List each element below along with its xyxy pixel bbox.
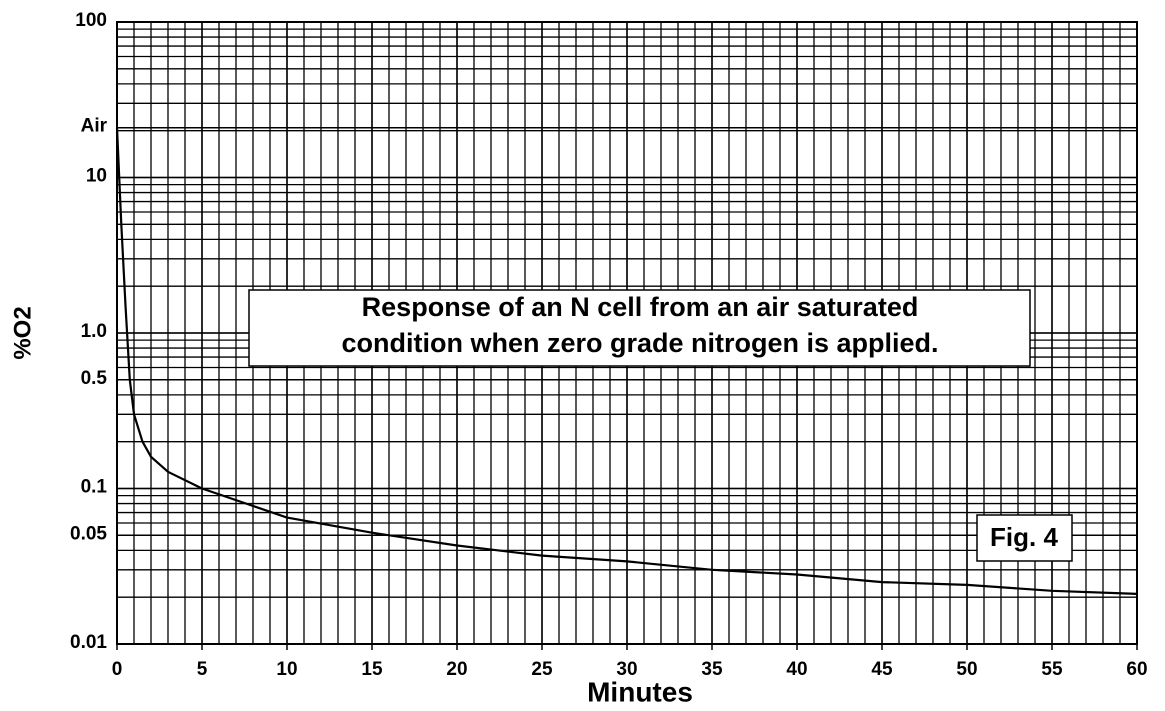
annotation-box [248, 289, 1031, 367]
x-tick-label: 30 [616, 659, 637, 680]
x-tick-label: 35 [701, 659, 723, 680]
x-tick-label: 15 [361, 659, 383, 680]
y-tick-label: Air [81, 116, 108, 137]
figure-label: Fig. 4 [990, 522, 1058, 552]
x-tick-label: 60 [1126, 659, 1147, 680]
x-axis-label: Minutes [587, 676, 693, 707]
y-axis-label: %O2 [9, 306, 36, 359]
plot-frame [116, 21, 1138, 645]
x-tick-label: 5 [197, 659, 208, 680]
x-tick-label: 20 [446, 659, 467, 680]
x-tick-label: 10 [276, 659, 297, 680]
y-tick-label: 0.01 [70, 632, 107, 653]
y-tick-label: 10 [86, 166, 107, 187]
y-tick-label: 0.1 [81, 477, 108, 498]
annotation-text: condition when zero grade nitrogen is ap… [341, 328, 938, 358]
y-tick-label: 100 [75, 10, 107, 31]
x-tick-label: 40 [786, 659, 807, 680]
x-tick-label: 45 [871, 659, 893, 680]
x-tick-label: 55 [1041, 659, 1063, 680]
x-tick-label: 0 [112, 659, 123, 680]
y-tick-label: 0.5 [81, 368, 108, 389]
annotation-text: Response of an N cell from an air satura… [362, 292, 919, 322]
y-tick-label: 0.05 [70, 523, 107, 544]
x-tick-label: 50 [956, 659, 977, 680]
figure-label-box [976, 514, 1073, 562]
data-line [115, 127, 1138, 595]
x-tick-label: 25 [531, 659, 553, 680]
y-tick-label: 1.0 [81, 321, 107, 342]
